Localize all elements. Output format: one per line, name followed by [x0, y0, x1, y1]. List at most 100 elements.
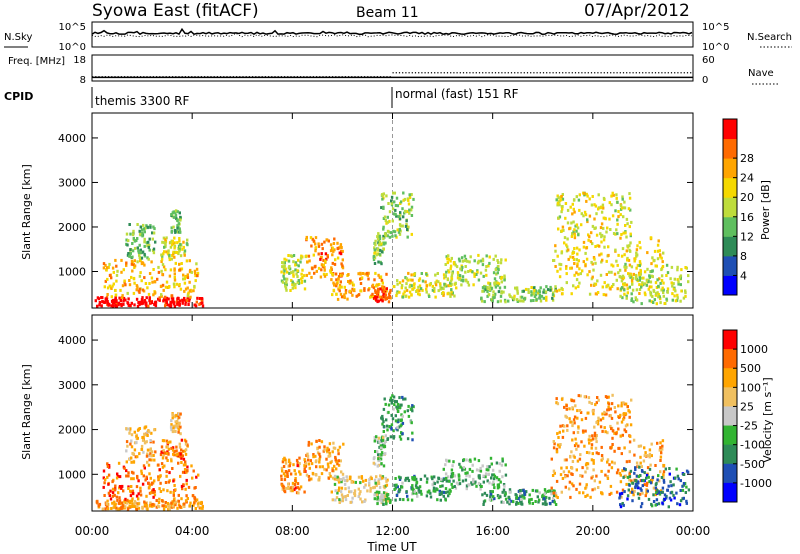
velocity-cell — [596, 422, 600, 426]
power-cell — [289, 289, 292, 292]
power-cell — [634, 276, 638, 280]
velocity-cell — [157, 501, 161, 504]
power-cell — [340, 273, 344, 277]
velocity-cell — [160, 450, 163, 454]
power-cell — [360, 289, 363, 293]
velocity-cell — [171, 448, 175, 452]
velocity-cell — [393, 488, 396, 491]
velocity-cell — [452, 460, 455, 464]
velocity-cell — [571, 473, 574, 476]
power-cell — [378, 252, 381, 256]
power-cell — [577, 272, 580, 276]
power-cell — [672, 282, 675, 286]
velocity-cell — [431, 477, 434, 481]
power-cell — [284, 277, 287, 281]
velocity-cell — [197, 473, 200, 477]
ytick-label: 2000 — [58, 221, 86, 234]
ytick-label: 3000 — [58, 176, 86, 189]
velocity-cell — [102, 469, 106, 473]
power-cell — [181, 247, 184, 251]
power-cell — [327, 239, 330, 243]
power-cell — [284, 284, 287, 288]
velocity-cell — [145, 504, 148, 508]
velocity-cell — [651, 476, 654, 480]
velocity-cell — [328, 442, 332, 446]
power-cell — [530, 286, 533, 289]
velocity-cell — [148, 486, 151, 490]
velocity-cell — [183, 505, 186, 508]
power-cell — [610, 263, 613, 267]
power-cell — [181, 298, 184, 302]
velocity-cell — [316, 447, 319, 451]
velocity-cell — [344, 487, 347, 491]
power-cell — [625, 265, 628, 269]
power-cell — [127, 297, 130, 301]
power-cell — [572, 207, 575, 211]
power-cell — [604, 217, 607, 221]
power-cell — [347, 280, 350, 283]
power-cell — [135, 284, 139, 288]
velocity-cell — [130, 445, 134, 449]
velocity-cell — [554, 491, 558, 495]
power-cell — [371, 283, 375, 287]
power-cell — [410, 284, 413, 288]
velocity-cell — [323, 448, 326, 452]
velocity-cell — [523, 493, 526, 496]
power-cell — [623, 253, 626, 257]
velocity-cell — [333, 474, 337, 478]
velocity-cell — [541, 493, 544, 497]
velocity-cell — [563, 405, 566, 409]
velocity-cell — [280, 466, 284, 470]
velocity-cell — [114, 484, 117, 488]
power-cell — [132, 236, 135, 240]
power-cell — [136, 260, 139, 264]
velocity-cell — [318, 465, 322, 469]
velocity-cell — [117, 491, 120, 495]
velocity-cell — [394, 477, 397, 480]
velocity-cell — [579, 474, 582, 478]
velocity-cell — [472, 477, 475, 481]
power-cell — [183, 289, 186, 293]
power-cell — [684, 291, 687, 295]
power-cell — [640, 283, 644, 287]
power-cell — [466, 259, 469, 263]
colorbar-swatch — [723, 482, 737, 503]
power-cell — [504, 258, 507, 262]
power-cell — [161, 263, 165, 267]
power-cell — [382, 285, 386, 289]
power-cell — [497, 261, 500, 264]
velocity-cell — [181, 454, 184, 458]
velocity-cell — [171, 446, 175, 450]
velocity-cell — [643, 446, 646, 450]
power-cell — [373, 278, 376, 282]
velocity-cell — [180, 456, 183, 460]
power-cell — [176, 241, 179, 245]
power-cell — [560, 286, 563, 290]
velocity-cell — [589, 495, 592, 499]
power-cell — [158, 298, 161, 302]
velocity-cell — [142, 464, 146, 468]
power-cell — [647, 280, 650, 284]
velocity-cell — [508, 497, 511, 501]
power-cell — [172, 282, 176, 286]
power-cell — [687, 280, 690, 284]
velocity-cell — [351, 496, 354, 500]
velocity-cell — [622, 503, 625, 507]
power-cell — [605, 273, 608, 276]
velocity-cell — [659, 446, 662, 450]
velocity-cell — [373, 478, 377, 482]
power-cell — [516, 300, 519, 303]
power-cell — [393, 200, 396, 204]
velocity-cell — [660, 451, 663, 455]
power-cell — [152, 247, 156, 251]
power-ylabel: Slant Range [km] — [20, 164, 33, 260]
velocity-cell — [637, 444, 641, 448]
velocity-cell — [341, 496, 345, 500]
velocity-cell — [295, 491, 299, 495]
velocity-cell — [638, 465, 641, 469]
colorbar-tick-label: 20 — [740, 191, 754, 204]
power-cell — [336, 247, 340, 251]
power-cell — [114, 289, 117, 292]
velocity-cell — [368, 478, 371, 482]
velocity-cell — [555, 479, 559, 483]
